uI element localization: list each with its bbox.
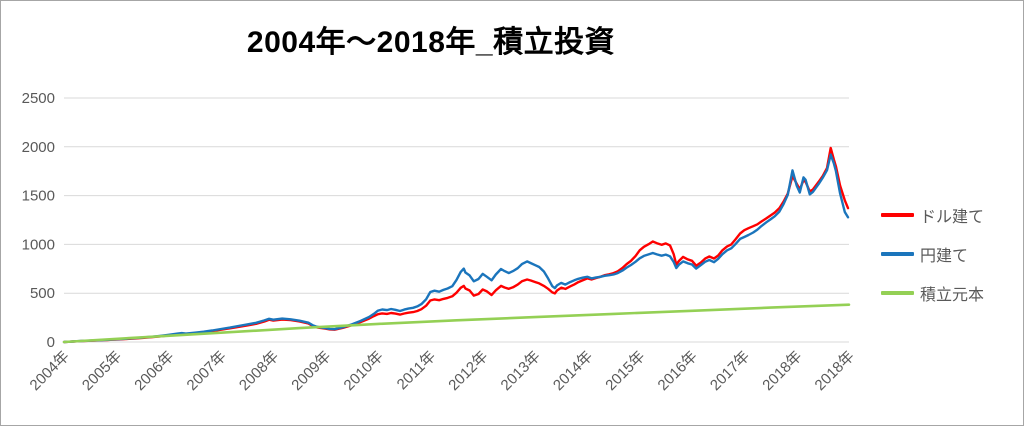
chart-title: 2004年～2018年_積立投資 [246,26,616,59]
x-axis-label: 2006年 [131,348,177,394]
series-line-ドル建て[interactable] [62,146,850,344]
series-line-円建て[interactable] [62,153,850,344]
x-axis-label: 2016年 [655,348,701,394]
y-axis-label: 500 [30,285,55,302]
legend-item-dollar[interactable]: ドル建て [881,203,1021,227]
x-axis-label: 2007年 [184,348,230,394]
series-line-積立元本[interactable] [62,303,851,344]
x-axis-label: 2008年 [236,348,282,394]
x-axis-label: 2012年 [445,348,491,394]
legend-item-principal[interactable]: 積立元本 [881,281,1021,305]
x-axis-label: 2011年 [394,348,439,393]
x-axis-label: 2004年 [27,348,73,394]
x-axis-label: 2017年 [707,348,753,394]
x-axis-label: 2018年 [759,348,805,394]
legend-label-dollar: ドル建て [920,209,985,226]
legend-swatch-yen-line-icon [881,252,914,256]
y-axis-label: 1500 [22,188,55,205]
y-axis-label: 0 [47,334,55,351]
x-axis-label: 2014年 [550,348,596,394]
x-axis-label: 2013年 [498,348,544,394]
x-axis-label: 2018年 [812,348,858,394]
x-axis-label: 2009年 [288,348,334,394]
legend-item-yen[interactable]: 円建て [881,242,1021,266]
x-axis-label: 2015年 [602,348,648,394]
y-axis-label: 2500 [22,90,55,107]
legend-swatch-dollar-line-icon [881,213,914,217]
x-axis-label: 2010年 [341,348,387,394]
legend: ドル建て 円建て 積立元本 [881,203,1021,305]
legend-label-principal: 積立元本 [920,287,985,304]
legend-swatch-principal-line-icon [881,291,914,295]
x-axis-label: 2005年 [79,348,125,394]
legend-label-yen: 円建て [920,248,969,265]
y-axis-label: 1000 [22,236,55,253]
y-axis-label: 2000 [22,139,55,156]
